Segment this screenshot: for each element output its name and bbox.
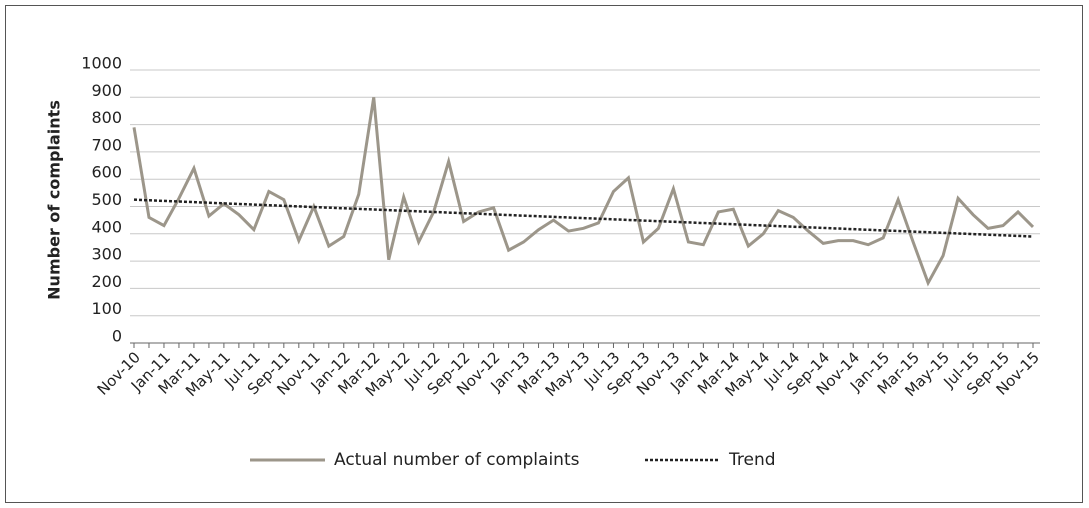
y-tick-label: 900 — [91, 81, 122, 100]
y-tick-label: 200 — [91, 272, 122, 291]
frame — [5, 5, 1083, 503]
y-tick-label: 600 — [91, 163, 122, 182]
y-tick-label: 800 — [91, 108, 122, 127]
y-tick-label: 1000 — [81, 54, 122, 73]
series-line — [132, 97, 1035, 287]
y-tick-label: 300 — [91, 245, 122, 264]
y-tick-label: 100 — [91, 299, 122, 318]
y-tick-label: 0 — [112, 327, 122, 346]
legend-label: Trend — [728, 450, 776, 470]
y-axis-label: Number of complaints — [45, 100, 64, 300]
y-tick-label: 400 — [91, 217, 122, 236]
y-tick-label: 700 — [91, 135, 122, 154]
y-tick-label: 500 — [91, 190, 122, 209]
legend-label: Actual number of complaints — [334, 450, 580, 470]
series-line — [133, 198, 1034, 238]
